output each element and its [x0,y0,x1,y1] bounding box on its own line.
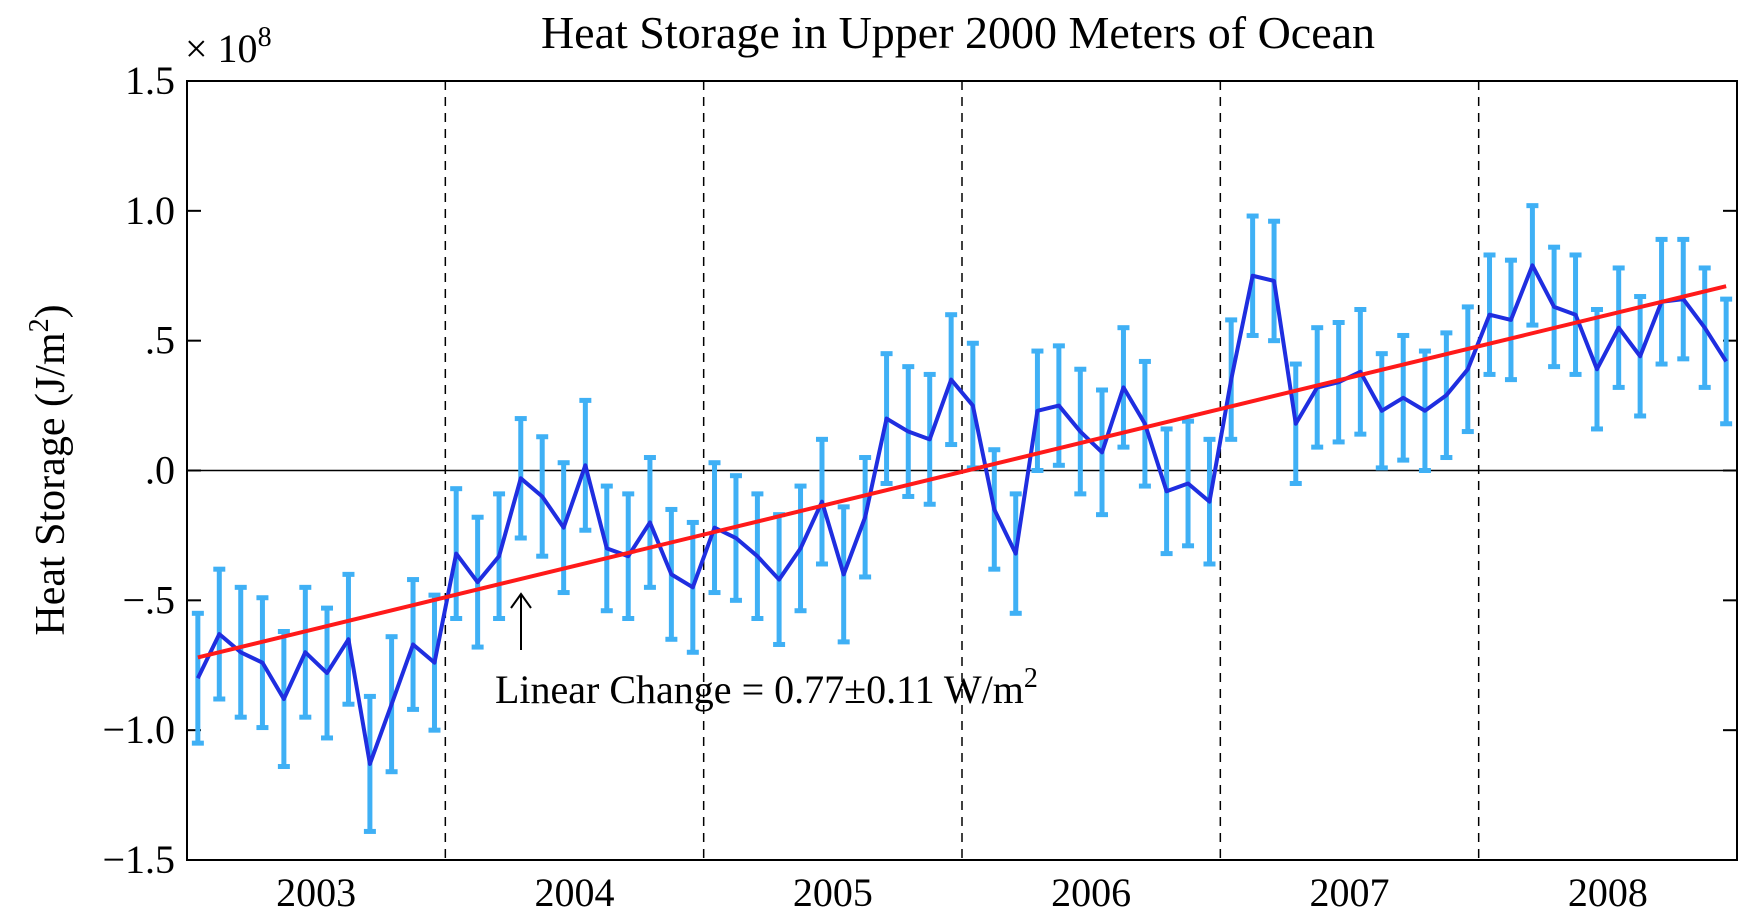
annotation-arrow [510,592,532,650]
y-tick-label: −1.5 [102,837,175,882]
x-tick-label: 2003 [276,870,356,915]
annotation: Linear Change = 0.77±0.11 W/m2 [495,663,1038,712]
chart-title: Heat Storage in Upper 2000 Meters of Oce… [541,7,1375,58]
x-tick-label: 2004 [535,870,615,915]
y-tick-label: −.5 [122,577,175,622]
x-tick-label: 2006 [1051,870,1131,915]
y-label-end: ) [28,304,74,318]
y-multiplier-base: × 10 [185,26,258,71]
y-tick-label: .5 [145,318,175,363]
y-tick-label: −1.0 [102,707,175,752]
data-line [196,263,1728,766]
plot-frame [186,80,1738,861]
annotation-sup: 2 [1024,663,1038,694]
x-tick-label: 2007 [1310,870,1390,915]
arrow-head [510,592,532,609]
y-tick-label: 1.5 [125,58,175,103]
annotation-main: Linear Change = 0.77±0.11 W/m [495,667,1024,712]
x-tick-label: 2005 [793,870,873,915]
y-multiplier-exp: 8 [258,22,272,53]
trend-line [197,284,1727,660]
y-label-main: Heat Storage (J/m [28,332,74,636]
y-tick-label: .0 [145,448,175,493]
y-label-sup: 2 [24,318,55,332]
y-axis-label: Heat Storage (J/m2) [24,304,74,635]
x-tick-label: 2008 [1568,870,1648,915]
y-multiplier: × 108 [185,22,272,71]
y-tick-label: 1.0 [125,188,175,233]
